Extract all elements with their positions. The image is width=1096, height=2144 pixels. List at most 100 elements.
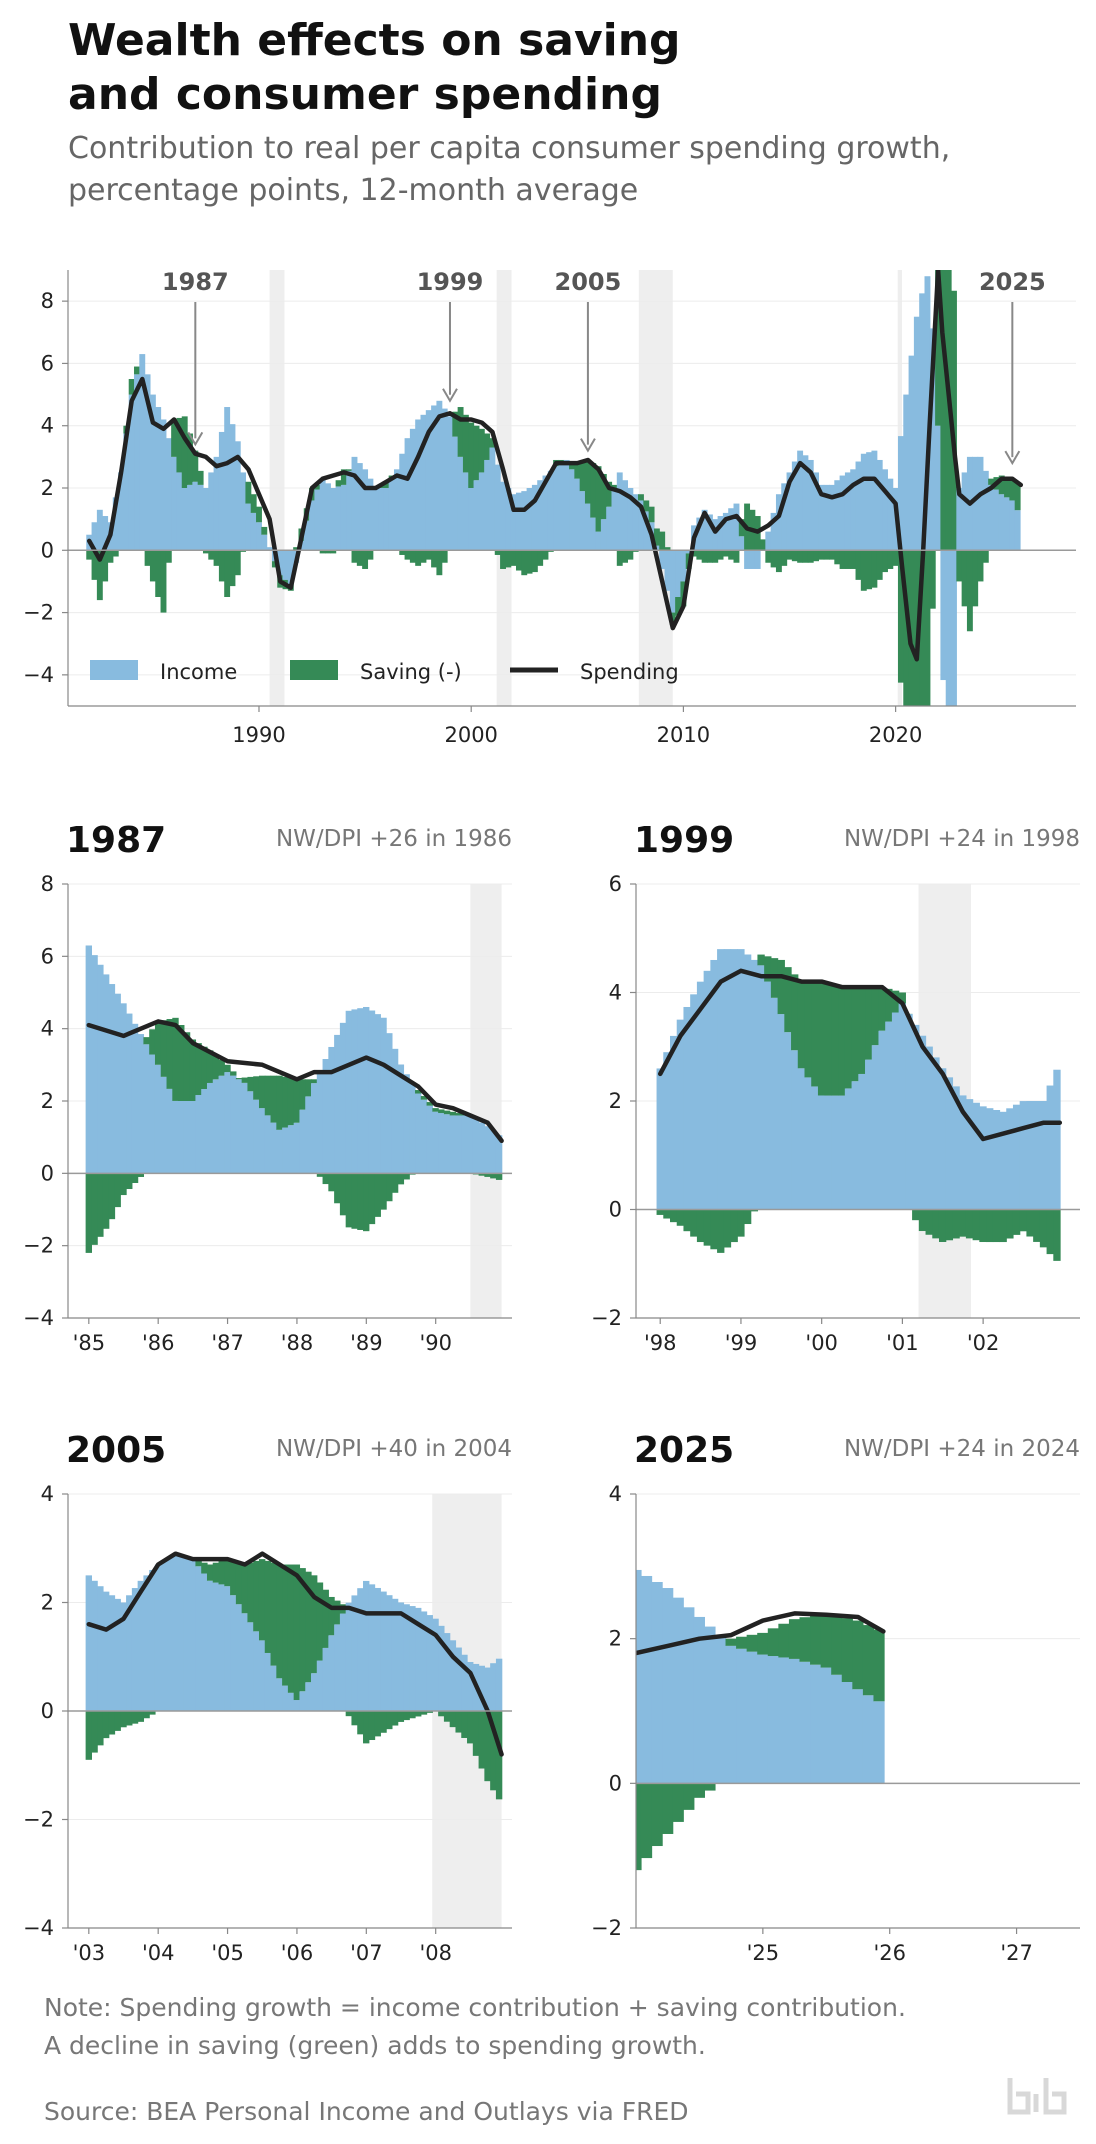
income-bar-33 [878,1030,886,1210]
saving-bar-21 [797,981,806,1069]
subtitle-line-2: percentage points, 12-month average [68,173,639,208]
saving-bar-130 [775,550,782,573]
income-bar-65 [461,1654,468,1711]
saving-bar-49 [368,1173,376,1225]
income-bar-59 [426,1615,433,1711]
saving-bar-22 [212,1562,220,1583]
income-bar-14 [166,1557,173,1711]
saving-bar-77 [494,550,501,555]
x-tick-label-4: '07 [350,1941,383,1965]
income-bar-8 [131,1588,139,1711]
income-bar-7 [126,1013,133,1174]
saving-bar-115 [696,550,703,560]
income-bar-30 [245,503,252,551]
income-bar-85 [537,480,544,551]
saving-bar-138 [818,550,825,560]
income-bar-51 [380,1591,387,1711]
income-bar-45 [959,1095,967,1210]
saving-bar-38 [305,1571,312,1683]
income-bar-76 [489,447,496,551]
income-bar-167 [972,456,979,551]
income-bar-174 [1009,500,1016,551]
saving-bar-129 [770,550,777,568]
income-bar-49 [368,1584,376,1711]
income-bar-33 [276,1678,283,1711]
saving-bar-48 [363,1711,370,1744]
saving-bar-27 [229,550,236,587]
saving-bar-111 [675,597,682,616]
income-bar-150 [882,469,888,551]
saving-bar-18 [820,1613,832,1668]
panel-1999-chart: −2 0 2 4 6 '98 '99 '00 '01 '02 1999 NW/DPI +24 in 1… [591,820,1080,1355]
x-tick-label-2: '05 [211,1941,244,1965]
y-tick-label-1: −2 [23,1808,54,1832]
saving-bar-7 [703,1209,711,1246]
saving-bar-64 [425,550,432,560]
saving-bar-63 [449,1111,457,1116]
income-bar-103 [632,494,639,551]
income-bar-91 [569,469,575,551]
income-bar-58 [420,1611,428,1711]
saving-bar-168 [977,550,984,582]
saving-bar-100 [616,550,623,566]
income-bar-149 [876,459,883,551]
income-bar-14 [166,1088,173,1174]
income-bar-30 [258,1640,266,1711]
saving-bar-28 [234,550,241,576]
saving-bar-3 [102,1173,110,1229]
saving-bar-148 [871,550,878,588]
saving-bar-79 [505,550,512,568]
x-tick-label-0: '03 [73,1941,106,1965]
saving-bar-0 [636,1783,642,1871]
saving-bar-163 [951,290,957,551]
income-bar-27 [241,1613,249,1711]
income-bar-2 [97,1586,104,1711]
saving-bar-35 [287,1564,295,1693]
saving-bar-18 [189,1039,197,1101]
saving-bar-51 [380,1173,387,1210]
saving-bar-2 [670,1209,678,1223]
saving-bar-32 [270,1562,277,1666]
income-bar-0 [85,945,93,1174]
saving-bar-94 [584,459,591,504]
income-bar-25 [218,431,225,551]
income-bar-2 [96,509,103,551]
income-bar-71 [462,472,469,551]
income-bar-19 [831,1674,843,1784]
saving-bar-49 [368,1711,376,1741]
income-bar-34 [266,547,273,551]
income-bar-53 [1012,1104,1021,1210]
income-bar-3 [102,516,109,551]
saving-bar-23 [873,1629,885,1702]
income-bar-87 [547,470,554,551]
y-tick-label-5: 6 [41,351,54,375]
y-tick-label-1: −2 [23,601,54,625]
y-tick-label-2: 0 [41,538,54,562]
income-bar-128 [765,531,772,551]
saving-bar-29 [253,1560,260,1632]
saving-bar-53 [367,550,374,560]
saving-bar-23 [218,1560,225,1585]
x-tick-label-0: 1990 [232,723,285,747]
saving-bar-35 [891,990,900,1013]
saving-bar-62 [443,1110,451,1115]
income-bar-23 [208,472,215,551]
subtitle-line-1: Contribution to real per capita consumer… [68,131,951,166]
income-bar-3 [102,974,110,1174]
income-bar-125 [749,550,756,569]
income-bar-46 [351,1595,358,1711]
saving-bar-61 [438,1109,445,1114]
income-bar-70 [457,456,464,551]
spending-line [636,1611,886,1656]
x-tick-label-0: '98 [644,1331,677,1355]
income-bar-20 [201,1088,208,1174]
income-bar-22 [804,1077,812,1210]
income-bar-144 [850,469,857,551]
income-bar-60 [404,438,411,551]
income-bar-24 [224,1586,231,1711]
income-bar-2 [97,964,104,1174]
income-bar-33 [276,1129,283,1174]
income-bar-108 [659,550,666,569]
saving-bar-20 [201,1562,208,1574]
saving-bar-71 [495,1711,503,1800]
